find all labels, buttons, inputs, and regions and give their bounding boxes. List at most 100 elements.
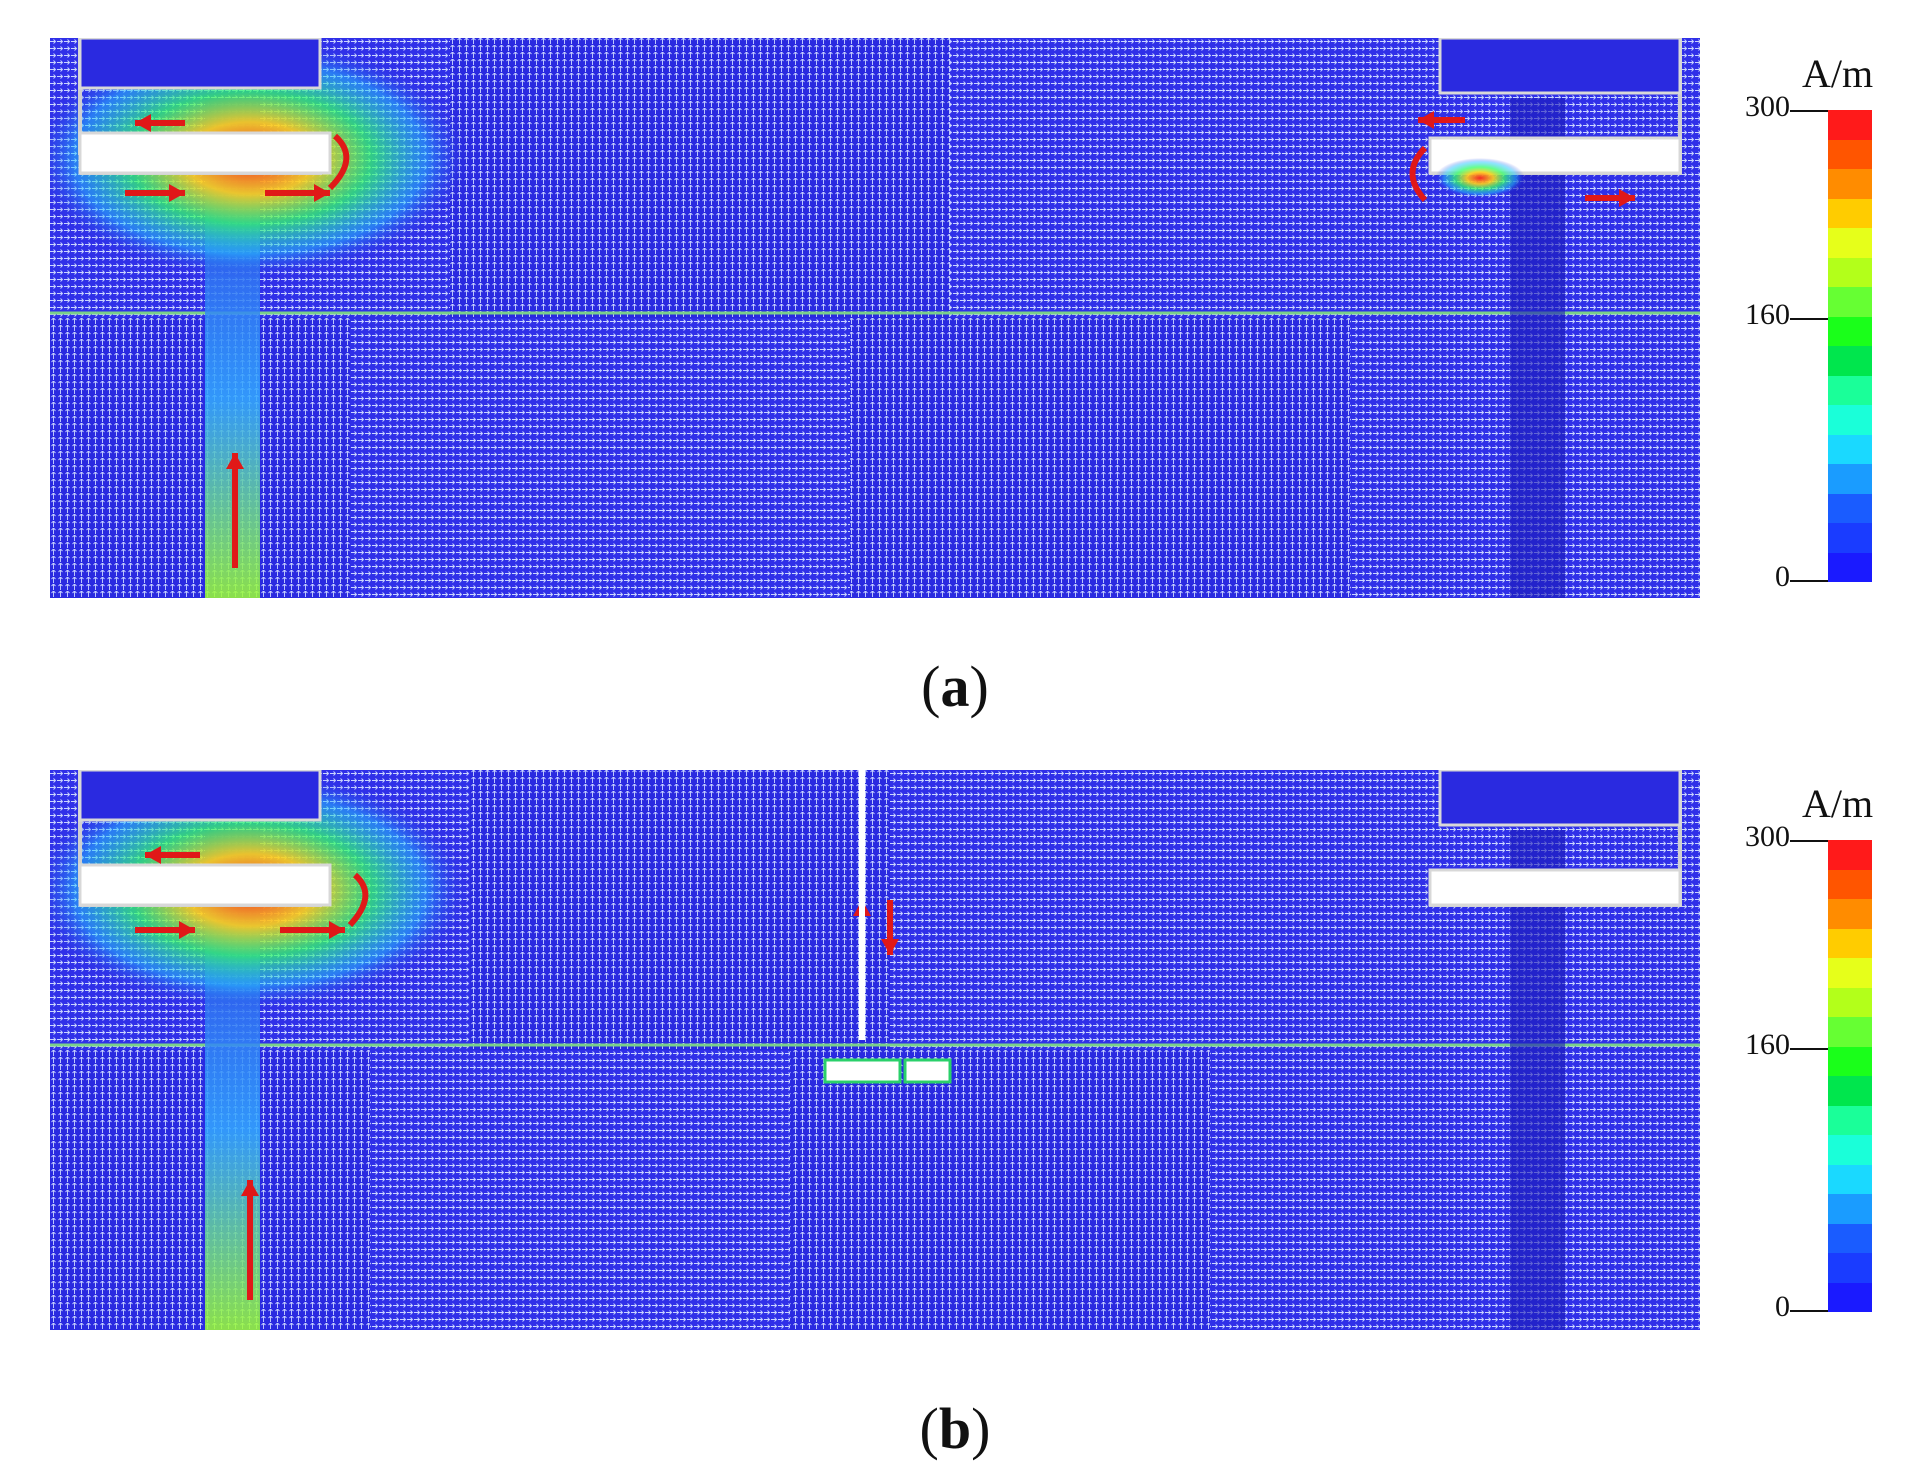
colorbar-tick-max: 300 — [1745, 820, 1790, 853]
field-vector-plot-b — [50, 770, 1700, 1330]
conductor-top-left — [78, 38, 322, 90]
colorbar-tick-mid: 160 — [1745, 1028, 1790, 1061]
vector-field-region — [850, 318, 1350, 598]
current-arrow-head — [169, 184, 185, 202]
current-arrow — [241, 1180, 259, 1300]
colorbar-segment — [1828, 1105, 1872, 1135]
vector-field-region — [790, 1050, 1210, 1330]
colorbar-segment — [1828, 523, 1872, 553]
colorbar-tick-min: 0 — [1775, 560, 1790, 593]
current-arrow — [135, 921, 195, 939]
conductor-top-left — [78, 770, 322, 822]
current-arrow-head — [314, 184, 330, 202]
colorbar-segment — [1828, 840, 1872, 870]
current-arrow-head — [241, 1180, 259, 1196]
colorbar-segment — [1828, 1076, 1872, 1106]
current-arrow-curve — [347, 872, 369, 928]
conductor-top-right — [1438, 770, 1682, 827]
panel-caption-a: (a) — [921, 654, 989, 719]
colorbar-segment — [1828, 493, 1872, 523]
current-arrow-head — [145, 846, 161, 864]
colorbar-unit-label: A/m — [1802, 51, 1874, 96]
colorbar-segment — [1828, 1135, 1872, 1165]
colorbar-segment — [1828, 346, 1872, 376]
figure-panel-b: A/m 300 160 0 (b) — [0, 740, 1910, 1480]
vector-field-svg-b — [50, 770, 1700, 1330]
figure-panel-a: A/m 300 160 0 (a) — [50, 38, 1910, 719]
current-arrow-head — [1418, 111, 1434, 129]
colorbar-tick-max: 300 — [1745, 90, 1790, 123]
colorbar-segment — [1828, 1194, 1872, 1224]
colorbar-segment — [1828, 316, 1872, 346]
small-conductor — [823, 1058, 902, 1084]
small-conductor — [903, 1058, 952, 1084]
colorbar-segment — [1828, 375, 1872, 405]
current-arrow-curve — [327, 133, 350, 191]
colorbar-segment — [1828, 552, 1872, 582]
colorbar-segment — [1828, 405, 1872, 435]
vector-field-region — [370, 1050, 790, 1330]
colorbar-segment — [1828, 139, 1872, 169]
colorbar-tick-mark — [1790, 580, 1830, 582]
current-arrow-head — [226, 453, 244, 469]
current-arrow — [135, 114, 185, 132]
colorbar-tick-min: 0 — [1775, 1290, 1790, 1323]
colorbar-segment — [1828, 169, 1872, 199]
colorbar-gradient — [1828, 840, 1872, 1312]
colorbar-segment — [1828, 1253, 1872, 1283]
colorbar-segment — [1828, 928, 1872, 958]
colorbar-segment — [1828, 958, 1872, 988]
colorbar-segment — [1828, 869, 1872, 899]
colorbar-segment — [1828, 257, 1872, 287]
colorbar-tick-mark — [1790, 840, 1830, 842]
colorbar-segment — [1828, 1164, 1872, 1194]
field-hotspot-right — [1435, 158, 1525, 198]
field-vector-plot-a — [50, 38, 1700, 598]
current-column-right — [1510, 830, 1565, 1330]
colorbar-segment — [1828, 1282, 1872, 1312]
colorbar-tick-mid: 160 — [1745, 298, 1790, 331]
current-arrow-head — [179, 921, 195, 939]
colorbar-segment — [1828, 434, 1872, 464]
conductor-plate-right — [1428, 868, 1682, 907]
current-arrow — [145, 846, 200, 864]
colorbar-segment — [1828, 287, 1872, 317]
colorbar-a: A/m 300 160 0 — [1720, 40, 1910, 640]
vector-field-region — [1210, 1050, 1700, 1330]
colorbar-gradient — [1828, 110, 1872, 582]
colorbar-segment — [1828, 1046, 1872, 1076]
current-arrow-head — [1619, 189, 1635, 207]
current-arrow — [280, 921, 345, 939]
colorbar-segment — [1828, 198, 1872, 228]
colorbar-segment — [1828, 1017, 1872, 1047]
current-arrow — [1418, 111, 1465, 129]
current-arrow-curve — [1409, 145, 1428, 203]
current-arrow — [881, 900, 899, 955]
colorbar-b: A/m 300 160 0 — [1720, 770, 1910, 1370]
colorbar-segment — [1828, 228, 1872, 258]
current-arrow — [265, 184, 330, 202]
conductor-plate-left — [78, 863, 332, 907]
colorbar-segment — [1828, 110, 1872, 140]
vector-field-region — [50, 318, 350, 598]
colorbar-tick-mark — [1790, 1310, 1830, 1312]
colorbar-segment — [1828, 899, 1872, 929]
vector-field-region — [470, 770, 890, 1050]
conductor-top-right — [1438, 38, 1682, 95]
panel-caption-b: (b) — [919, 1396, 991, 1461]
colorbar-segment — [1828, 987, 1872, 1017]
vector-field-region — [350, 318, 850, 598]
current-arrow-head — [881, 939, 899, 955]
current-arrow — [1585, 189, 1635, 207]
current-arrow-head — [135, 114, 151, 132]
vector-field-region — [450, 38, 950, 318]
current-arrow — [125, 184, 185, 202]
colorbar-segment — [1828, 1223, 1872, 1253]
colorbar-unit-label: A/m — [1802, 781, 1874, 826]
current-arrow-head — [329, 921, 345, 939]
vector-field-svg-a — [50, 38, 1700, 598]
colorbar-tick-mark — [1790, 1048, 1830, 1050]
colorbar-segment — [1828, 464, 1872, 494]
conductor-plate-left — [78, 131, 332, 175]
current-arrow — [226, 453, 244, 568]
